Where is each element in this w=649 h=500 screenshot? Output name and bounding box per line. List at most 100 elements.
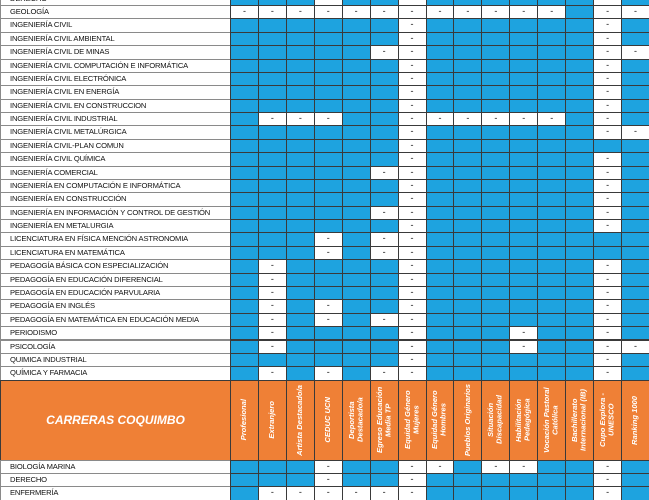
cell-available [481,85,511,100]
cell-unavailable: - [509,5,539,20]
cell-available [621,352,649,368]
cell-available [341,205,371,221]
row-label: INGENIERÍA CIVIL-PLAN COMUN [0,138,231,154]
cell-available [369,18,399,33]
cell-available [369,259,399,274]
cell-available [621,459,649,474]
cell-available [621,486,649,500]
cell-available [285,312,315,328]
cell-available [481,18,511,33]
cell-available [313,272,343,287]
cell-available [230,125,259,140]
cell-available [341,71,371,87]
row-label: INGENIERÍA CIVIL AMBIENTAL [0,31,231,47]
cell-available [341,473,371,488]
cell-available [453,138,483,154]
cell-available [509,18,539,33]
row-label: INGENIERÍA EN COMPUTACIÓN E INFORMÁTICA [0,178,231,194]
cell-available [313,205,343,221]
cell-available [257,178,287,194]
cell-unavailable: - [509,112,539,127]
cell-unavailable: - [397,98,427,114]
cell-available [285,299,315,314]
cell-available [313,125,343,140]
row-label: INGENIERÍA CIVIL ELECTRÓNICA [0,71,231,87]
cell-available [565,5,595,20]
cell-available [537,31,567,47]
cell-unavailable: - [397,58,427,73]
cell-available [481,272,511,287]
cell-available [285,152,315,167]
cell-unavailable: - [369,205,399,221]
cell-available [537,486,567,500]
cell-unavailable: - [257,326,287,341]
cell-available [425,165,455,180]
column-header-text: Pueblos Originarios [462,384,472,457]
cell-available [481,45,511,60]
column-header: Ranking 1000 [621,379,649,461]
cell-available [593,138,623,154]
cell-available [257,98,287,114]
cell-available [341,459,371,474]
cell-available [341,192,371,207]
column-header-text: Equidad Género Hombres [430,390,448,450]
row-label: INGENIERÍA CIVIL DE MINAS [0,45,231,60]
column-header-text: Cupo Explora - UNESCO [598,393,616,448]
cell-available [565,312,595,328]
cell-available [509,125,539,140]
row-label: PEDAGOGÍA EN MATEMÁTICA EN EDUCACIÓN MED… [0,312,231,328]
cell-available [313,165,343,180]
cell-available [537,219,567,234]
cell-available [621,192,649,207]
cell-available [453,339,483,354]
cell-available [453,232,483,247]
cell-available [285,58,315,73]
cell-available [341,178,371,194]
cell-available [537,339,567,354]
column-header-text: Equidad Género Mujeres [402,390,421,450]
cell-available [565,98,595,114]
cell-available [341,98,371,114]
cell-available [341,326,371,341]
cell-available [341,245,371,261]
column-header: Cupo Explora - UNESCO [593,379,623,461]
cell-available [481,192,511,207]
cell-unavailable: - [257,339,287,354]
cell-available [230,18,259,33]
cell-available [453,312,483,328]
cell-available [285,245,315,261]
column-header-text: Vocación Pastoral Católica [542,387,560,453]
cell-available [453,58,483,73]
cell-available [341,299,371,314]
cell-available [481,259,511,274]
cell-available [509,71,539,87]
cell-unavailable: - [397,85,427,100]
cell-available [230,473,259,488]
cell-available [453,352,483,368]
cell-available [230,366,259,381]
cell-available [565,71,595,87]
cell-available [565,125,595,140]
cell-unavailable: - [453,5,483,20]
cell-available [621,272,649,287]
cell-unavailable: - [593,45,623,60]
cell-available [341,352,371,368]
cell-available [481,326,511,341]
cell-available [341,232,371,247]
cell-available [341,138,371,154]
cell-available [537,326,567,341]
cell-unavailable: - [257,285,287,301]
cell-unavailable: - [593,473,623,488]
cell-available [257,138,287,154]
cell-unavailable: - [397,45,427,60]
cell-unavailable: - [397,473,427,488]
cell-unavailable: - [313,312,343,328]
cell-available [565,245,595,261]
cell-available [425,178,455,194]
cell-available [285,192,315,207]
cell-unavailable: - [397,339,427,354]
cell-available [230,259,259,274]
cell-unavailable: - [593,85,623,100]
cell-available [425,245,455,261]
